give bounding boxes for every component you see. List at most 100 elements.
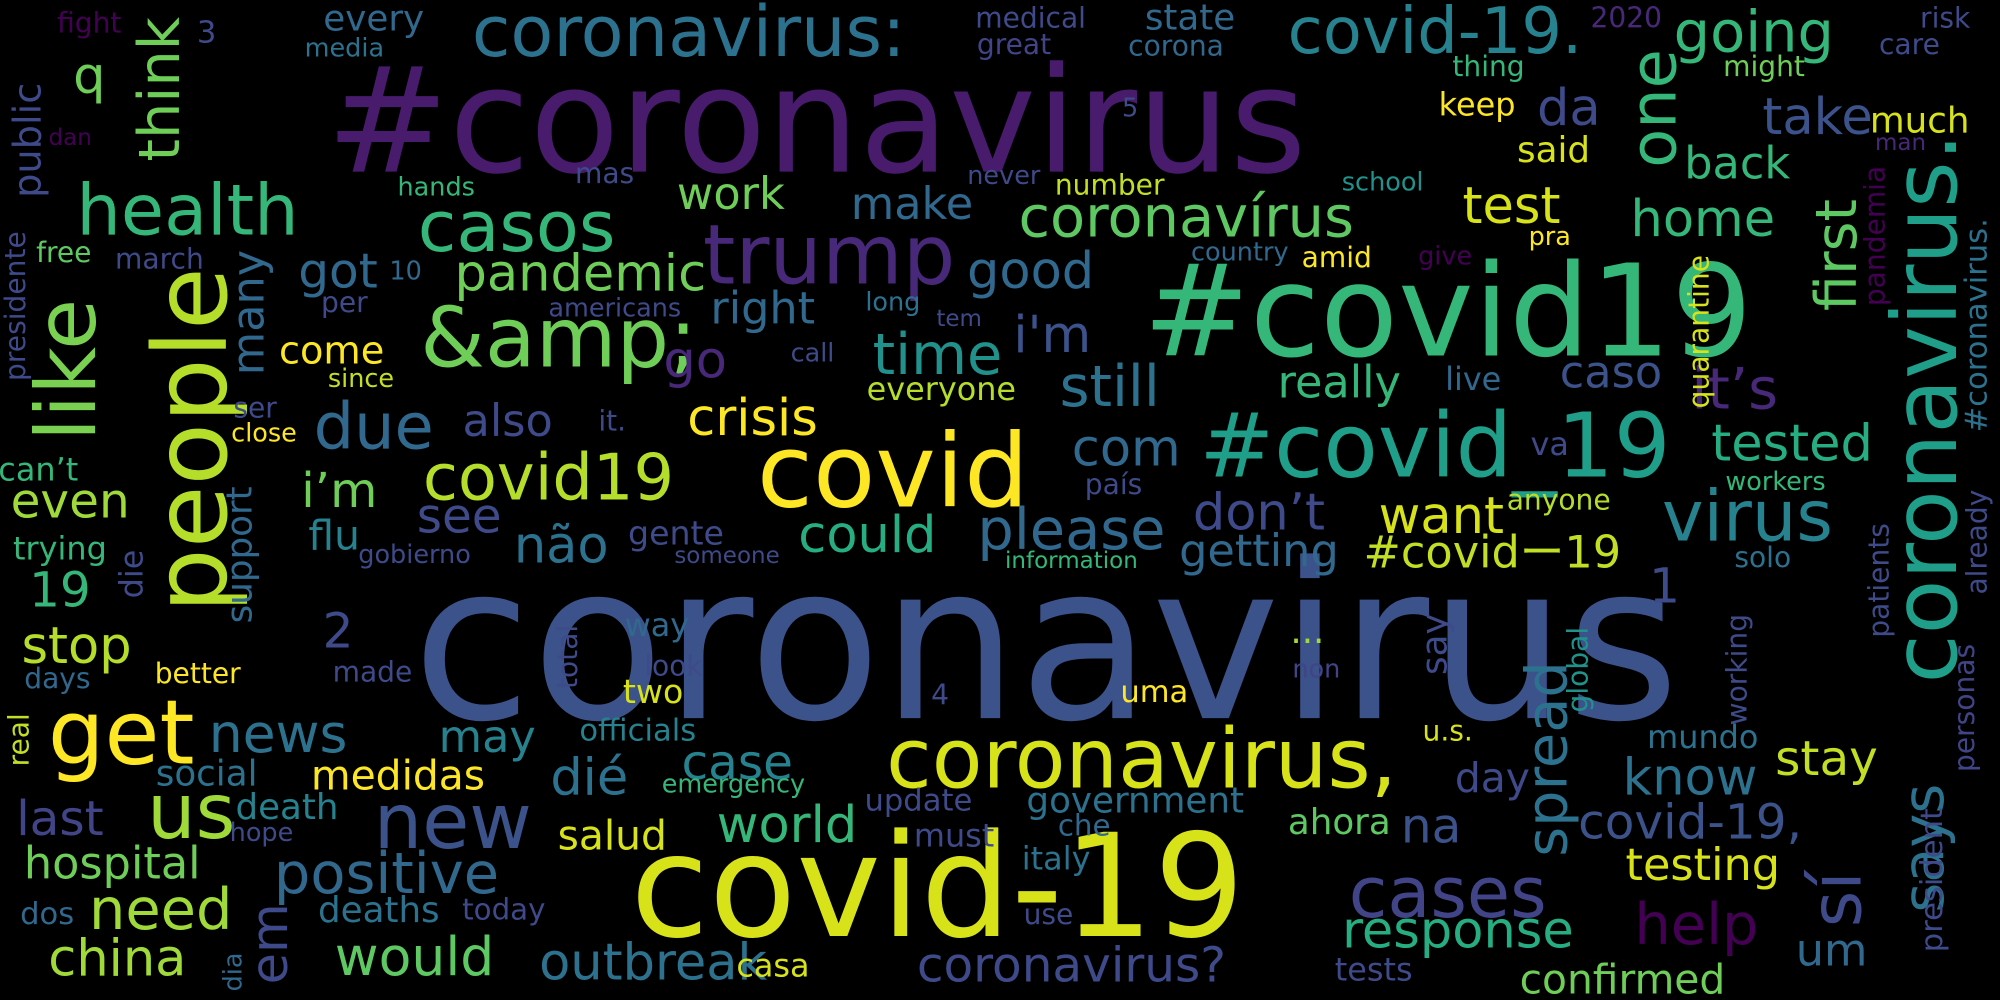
word: school [1342, 167, 1424, 197]
word: cases [1349, 852, 1547, 934]
word: 1 [1649, 559, 1680, 615]
word: ser [233, 392, 277, 425]
word: casos [418, 186, 616, 268]
word: non [1292, 655, 1340, 685]
word: mundo [1647, 718, 1758, 756]
word: march [115, 242, 204, 275]
word: coronavirus [412, 518, 1679, 770]
word: outbreak [539, 934, 767, 993]
word: see [417, 489, 502, 545]
word: 2020 [1591, 1, 1663, 34]
word: information [1005, 548, 1138, 574]
word: test [1463, 177, 1561, 236]
word: tested [1711, 414, 1873, 473]
word: way [625, 606, 690, 644]
word: 3 [197, 16, 216, 51]
word: da [1537, 79, 1601, 138]
word: like [18, 299, 115, 441]
word: medical [975, 1, 1086, 34]
word: china [48, 930, 186, 989]
word: give [1418, 241, 1472, 271]
word: man [1875, 130, 1926, 156]
word: can’t [0, 450, 78, 488]
word: gobierno [358, 540, 471, 570]
word: um [1796, 924, 1868, 976]
word: already [1961, 490, 1994, 595]
word: país [1085, 468, 1143, 501]
word: sí [1796, 869, 1878, 928]
word: said [1517, 130, 1590, 171]
word: i’m [301, 463, 377, 519]
word: real [3, 713, 36, 766]
word: one [1617, 49, 1691, 168]
word: i'm [1013, 306, 1091, 365]
word: free [36, 236, 91, 269]
word: flu [308, 512, 360, 560]
word: could [798, 506, 936, 565]
word: positive [274, 840, 499, 907]
word: due [314, 390, 434, 464]
word: medidas [311, 752, 485, 800]
word: na [1401, 799, 1461, 855]
word: call [791, 338, 835, 368]
word: amid [1302, 241, 1372, 274]
word: com [1072, 419, 1181, 478]
word: officials [579, 713, 696, 748]
word: spread [1514, 661, 1581, 857]
word: dos [20, 897, 74, 932]
word: even [11, 473, 130, 529]
word: testing [1626, 839, 1781, 891]
word: much [1870, 101, 1970, 142]
word: don’t [1193, 483, 1325, 542]
word: help [1634, 891, 1758, 958]
word: #coronavirus. [1960, 218, 1995, 432]
word: today [462, 892, 545, 926]
word: news [209, 702, 348, 765]
word: get [48, 681, 195, 785]
word: it’s [1691, 356, 1778, 423]
word: every [323, 0, 424, 40]
word: crisis [687, 389, 818, 448]
word: really [1278, 357, 1401, 409]
word: covid-19, [1578, 795, 1802, 851]
word: &amp; [420, 290, 697, 387]
word: long [865, 287, 920, 317]
word: fight [57, 6, 121, 39]
word: ahora [1288, 802, 1391, 843]
word: thing [1452, 50, 1524, 83]
word: good [967, 242, 1094, 301]
word: coronavirus, [886, 710, 1397, 807]
word: says [1890, 784, 1957, 913]
word: close [231, 419, 297, 449]
word: dia [218, 952, 248, 991]
word: better [155, 657, 241, 690]
word: might [1723, 50, 1805, 83]
word: tem [936, 306, 982, 332]
word: workers [1725, 467, 1825, 497]
word: americans [548, 294, 681, 324]
word: che [1058, 808, 1111, 842]
word: covid19 [423, 441, 674, 515]
word: covid [757, 412, 1029, 531]
word: someone [674, 543, 779, 569]
word: death [235, 787, 338, 828]
word: two [623, 672, 683, 711]
word: state [1145, 0, 1235, 38]
word: salud [558, 811, 667, 859]
word: solo [1734, 541, 1791, 574]
word: trump [703, 207, 955, 304]
word: coronavirus: [472, 0, 906, 73]
word: covid-19 [630, 803, 1244, 970]
word: last [16, 791, 103, 847]
word: please [977, 496, 1165, 563]
word: hospital [24, 838, 201, 890]
word: president [1915, 808, 1950, 952]
word: public [6, 83, 51, 198]
word: day [1455, 754, 1530, 802]
word: take [1762, 88, 1872, 147]
word: ... [1290, 611, 1324, 652]
word: stop [21, 617, 131, 676]
word: great [977, 28, 1051, 61]
word: getting [1179, 525, 1339, 577]
